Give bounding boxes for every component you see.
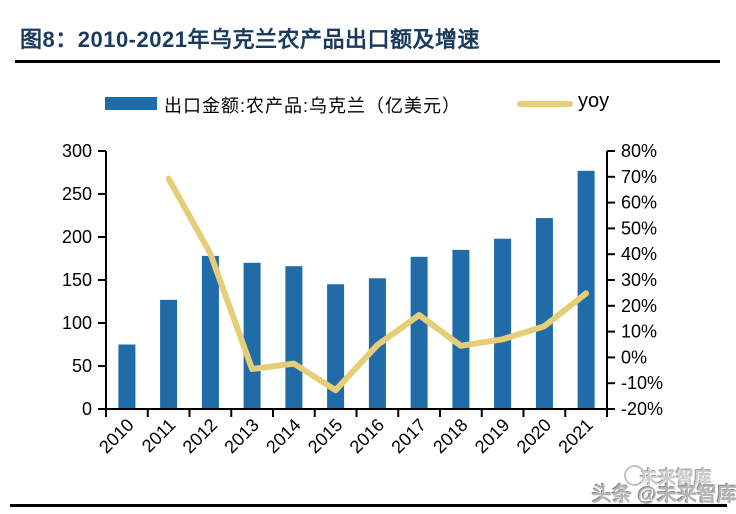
x-axis-category-label: 2019 [471,415,513,457]
left-axis-tick-label: 200 [62,227,92,247]
right-axis-tick-label: 30% [621,270,657,290]
right-axis-tick-label: 10% [621,322,657,342]
bar-legend-swatch-icon [105,97,157,110]
x-axis-category-label: 2015 [304,415,346,457]
right-axis-tick-label: -10% [621,373,663,393]
x-axis-category-label: 2016 [346,415,388,457]
line-legend-swatch-icon [517,101,573,107]
bar-2019 [494,238,512,409]
x-axis-category-label: 2020 [513,415,555,457]
bar-2012 [201,255,219,409]
yoy-line [165,175,590,394]
bar-2014 [285,266,303,409]
x-axis-category-label: 2013 [220,415,262,457]
bar-2017 [410,256,428,409]
right-axis-tick-label: 50% [621,218,657,238]
right-axis-tick-label: 40% [621,244,657,264]
right-axis-tick-label: -20% [621,399,663,419]
watermark-ghost-text: 未来智库 [640,468,712,488]
left-axis-tick-label: 300 [62,141,92,161]
x-axis-category-label: 2021 [554,415,596,457]
right-axis-tick-label: 20% [621,296,657,316]
bar-2015 [327,284,345,409]
bottom-divider [10,504,727,507]
bar-2010 [118,344,136,409]
bar-2013 [243,262,261,409]
x-axis-category-label: 2017 [387,415,429,457]
figure-title: 图8：2010-2021年乌克兰农产品出口额及增速 [20,27,480,52]
x-axis-category-label: 2018 [429,415,471,457]
left-axis-tick-label: 100 [62,313,92,333]
watermark-text: 头条 @未来智库 [592,484,736,506]
bar-legend-label: 出口金额:农产品:乌克兰（亿美元） [164,96,462,116]
right-axis-tick-label: 80% [621,141,657,161]
left-axis-tick-label: 0 [82,399,92,419]
x-axis-category-label: 2012 [179,415,221,457]
right-axis-tick-label: 0% [621,347,647,367]
right-axis-tick-label: 60% [621,193,657,213]
x-axis-category-label: 2011 [138,415,180,457]
bar-2020 [535,218,553,409]
left-axis-tick-label: 250 [62,184,92,204]
line-legend-label: yoy [578,90,610,112]
left-axis-tick-label: 150 [62,270,92,290]
bar-2021 [577,170,595,409]
x-axis-category-label: 2010 [95,415,137,457]
title-divider [15,60,720,63]
bar-2011 [160,299,178,409]
right-axis-tick-label: 70% [621,167,657,187]
left-axis-tick-label: 50 [72,356,92,376]
watermark-logo-icon [624,465,645,486]
bar-2018 [452,249,470,409]
x-axis-category-label: 2014 [262,415,304,457]
